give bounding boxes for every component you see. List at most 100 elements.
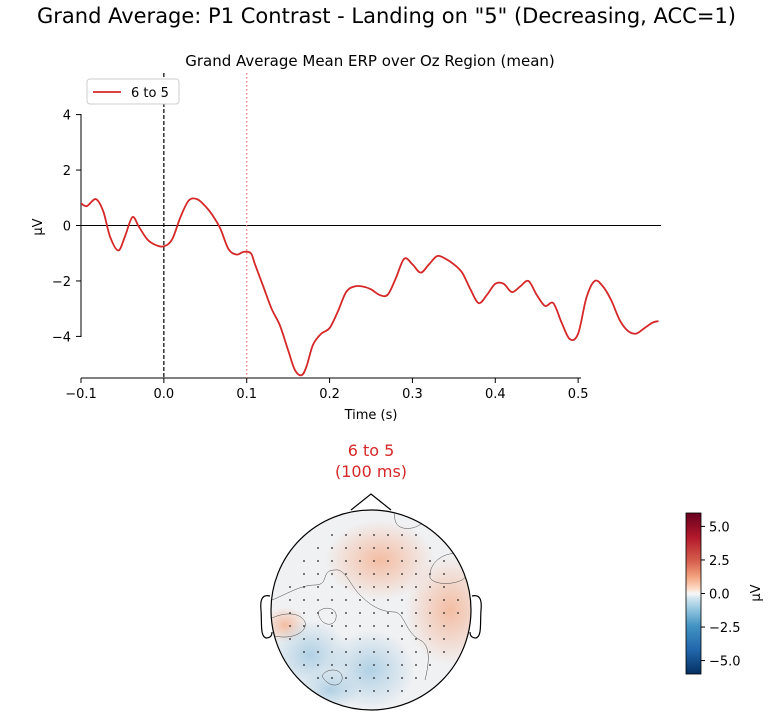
sensor-dot (401, 690, 403, 692)
sensor-dot (443, 599, 445, 601)
sensor-dot (443, 651, 445, 653)
sensor-dot (429, 612, 431, 614)
sensor-dot (387, 677, 389, 679)
sensor-dot (331, 560, 333, 562)
sensor-dot (429, 573, 431, 575)
sensor-dot (359, 690, 361, 692)
sensor-dot (387, 573, 389, 575)
sensor-dot (317, 599, 319, 601)
sensor-dot (317, 651, 319, 653)
x-tick-label: 0.5 (568, 387, 589, 402)
sensor-dot (401, 547, 403, 549)
sensor-dot (429, 560, 431, 562)
x-tick-label: 0.2 (319, 387, 340, 402)
sensor-dot (289, 586, 291, 588)
sensor-dot (429, 586, 431, 588)
x-tick-label: 0.3 (402, 387, 423, 402)
sensor-dot (443, 612, 445, 614)
sensor-dot (415, 586, 417, 588)
sensor-dot (345, 690, 347, 692)
colorbar-bar (685, 512, 702, 675)
sensor-dot (443, 586, 445, 588)
sensor-dot (359, 586, 361, 588)
y-tick-label: −4 (52, 330, 71, 345)
right-ear-outline (469, 595, 482, 639)
sensor-dot (359, 573, 361, 575)
sensor-dot (373, 560, 375, 562)
sensor-dot (443, 625, 445, 627)
sensor-dot (401, 664, 403, 666)
sensor-dot (317, 638, 319, 640)
y-tick-label: 0 (63, 220, 71, 235)
sensor-dot (345, 573, 347, 575)
sensor-dot (373, 534, 375, 536)
sensor-dot (303, 586, 305, 588)
sensor-dot (345, 586, 347, 588)
sensor-dot (429, 638, 431, 640)
sensor-dot (345, 547, 347, 549)
sensor-dot (401, 560, 403, 562)
sensor-dot (359, 534, 361, 536)
sensor-dot (387, 690, 389, 692)
sensor-dot (429, 599, 431, 601)
sensor-dot (289, 599, 291, 601)
sensor-dot (429, 651, 431, 653)
sensor-dot (387, 586, 389, 588)
legend: 6 to 5 (86, 78, 180, 105)
event-markers (163, 73, 248, 378)
sensor-dot (401, 625, 403, 627)
sensor-dot (387, 547, 389, 549)
sensor-dot (331, 534, 333, 536)
sensor-dot (317, 573, 319, 575)
sensor-dot (359, 625, 361, 627)
x-tick-label: −0.1 (65, 387, 97, 402)
sensor-dot (359, 664, 361, 666)
sensor-dot (303, 651, 305, 653)
sensor-dot (345, 638, 347, 640)
sensor-dot (317, 586, 319, 588)
sensor-dot (443, 638, 445, 640)
sensor-dot (387, 560, 389, 562)
sensor-dot (373, 651, 375, 653)
colorbar-tick-label: −2.5 (709, 621, 741, 636)
sensor-dot (331, 573, 333, 575)
sensor-dot (429, 547, 431, 549)
sensor-dot (331, 599, 333, 601)
figure-suptitle: Grand Average: P1 Contrast - Landing on … (36, 4, 736, 28)
left-ear-outline (260, 595, 273, 639)
topo-region-frontal-center (325, 520, 435, 600)
sensor-dot (415, 534, 417, 536)
sensor-dot (303, 573, 305, 575)
sensor-dot (373, 625, 375, 627)
y-ticks: −4 −2 0 2 4 (52, 109, 81, 345)
legend-box (86, 78, 180, 105)
erp-series-line (81, 197, 659, 377)
sensor-dot (345, 677, 347, 679)
sensor-dot (415, 625, 417, 627)
sensor-dot (359, 599, 361, 601)
sensor-dot (415, 599, 417, 601)
sensor-dot (373, 547, 375, 549)
topo-region-right-temporal (405, 555, 471, 665)
topo-region-left-occipital (300, 670, 360, 710)
sensor-dot (429, 625, 431, 627)
colorbar: 5.0 2.5 0.0 −2.5 −5.0 µV (685, 512, 764, 675)
colorbar-tick-label: 0.0 (709, 588, 730, 603)
sensor-dot (401, 534, 403, 536)
sensor-dot (387, 625, 389, 627)
sensor-dot (345, 612, 347, 614)
nose-outline (350, 493, 392, 511)
sensor-dot (331, 547, 333, 549)
legend-entry-label: 6 to 5 (131, 86, 169, 101)
x-tick-label: 0.0 (154, 387, 175, 402)
colorbar-label: µV (749, 584, 764, 601)
contour-line (271, 569, 429, 681)
sensor-dot (331, 677, 333, 679)
sensor-dot (303, 599, 305, 601)
x-tick-label: 0.4 (485, 387, 506, 402)
sensor-dot (331, 625, 333, 627)
sensor-dot (289, 625, 291, 627)
sensor-dot (303, 560, 305, 562)
